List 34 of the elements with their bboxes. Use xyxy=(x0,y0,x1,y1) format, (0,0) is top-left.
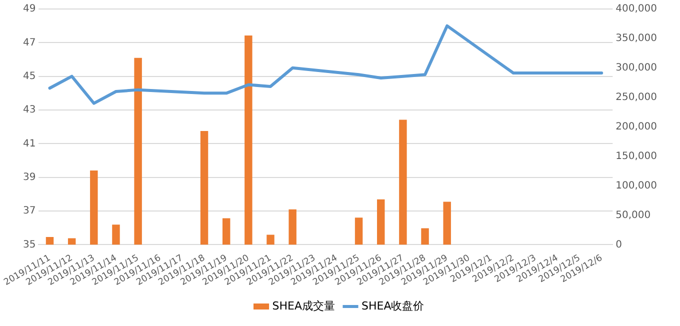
bar xyxy=(68,238,76,245)
bar xyxy=(377,199,385,245)
y-tick-label: 35 xyxy=(22,239,36,250)
bar xyxy=(90,170,98,245)
bar xyxy=(134,58,142,245)
y2-tick-label: 300,000 xyxy=(616,62,658,74)
legend-label: SHEA收盘价 xyxy=(362,299,424,312)
y-tick-label: 39 xyxy=(22,172,36,183)
bar xyxy=(288,209,296,245)
bar xyxy=(443,202,451,245)
bar xyxy=(200,130,208,245)
y2-tick-label: 400,000 xyxy=(616,4,658,15)
legend-label: SHEA成交量 xyxy=(272,299,336,312)
y2-tick-label: 150,000 xyxy=(616,150,658,162)
bar xyxy=(46,237,54,245)
y-tick-label: 47 xyxy=(22,37,36,48)
bar xyxy=(112,224,120,245)
y-tick-label: 49 xyxy=(22,4,36,15)
bar xyxy=(354,218,363,245)
y2-tick-label: 100,000 xyxy=(616,180,658,192)
bar xyxy=(222,218,230,245)
y2-tick-label: 250,000 xyxy=(616,92,658,103)
y-tick-label: 37 xyxy=(22,206,36,217)
y-tick-label: 45 xyxy=(22,70,36,82)
y2-tick-label: 350,000 xyxy=(616,33,658,44)
y-tick-label: 41 xyxy=(22,138,36,150)
y2-tick-label: 200,000 xyxy=(616,121,658,132)
y2-tick-label: 50,000 xyxy=(616,210,651,221)
bar xyxy=(399,120,407,245)
y2-tick-label: 0 xyxy=(616,239,622,250)
bar xyxy=(421,228,429,245)
bar xyxy=(244,36,252,245)
y-tick-label: 43 xyxy=(22,104,36,116)
bar xyxy=(266,234,274,245)
